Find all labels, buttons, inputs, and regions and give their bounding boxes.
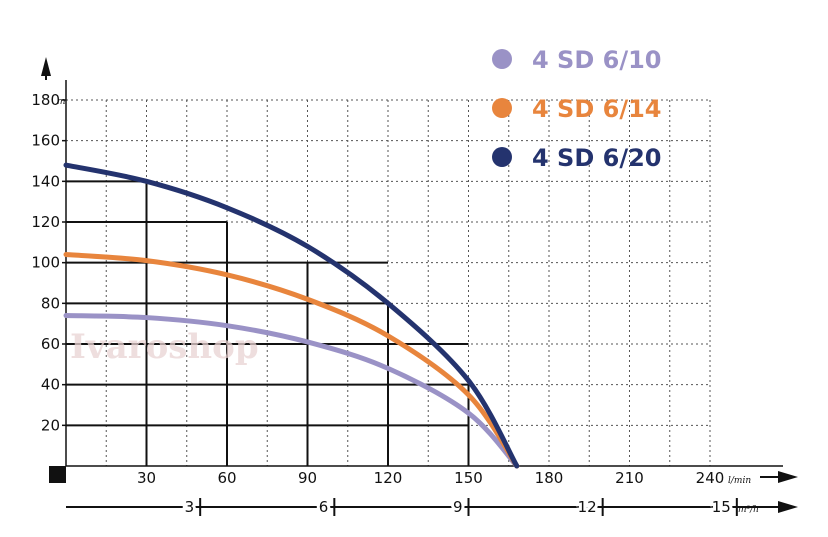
x2-unit-label: m³/h [738, 505, 759, 515]
y-axis-arrow [41, 57, 51, 76]
grid [66, 99, 711, 466]
x-unit-label: l/min [728, 476, 751, 486]
x-tick-label: 120 [374, 469, 403, 487]
x-tick-label: 30 [137, 469, 156, 487]
x-tick-label: 240 [696, 469, 725, 487]
y-unit-label: m [57, 97, 66, 107]
watermark: Ivaroshop [70, 327, 259, 367]
x-tick-label: 90 [298, 469, 317, 487]
y-tick-label: 180 [31, 91, 60, 109]
x2-tick-label: 9 [453, 498, 463, 516]
legend-label: 4 SD 6/10 [532, 46, 661, 74]
x2-tick-label: 12 [578, 498, 597, 516]
legend: 4 SD 6/10 4 SD 6/14 4 SD 6/20 [492, 46, 661, 172]
x2-tick-label: 6 [319, 498, 329, 516]
x-axis-arrow [778, 471, 798, 483]
x2-axis-arrow [778, 501, 798, 513]
y-tick-label: 120 [31, 213, 60, 231]
legend-label: 4 SD 6/14 [532, 95, 661, 123]
y-tick-label: 140 [31, 172, 60, 190]
y-tick-label: 100 [31, 254, 60, 272]
x2-tick-label: 15 [712, 498, 731, 516]
x-tick-label: 60 [217, 469, 236, 487]
y-tick-label: 40 [41, 376, 60, 394]
origin-marker [49, 466, 66, 483]
y-tick-label: 20 [41, 416, 60, 434]
series-lines [63, 162, 520, 469]
legend-label: 4 SD 6/20 [532, 144, 661, 172]
legend-marker [492, 49, 512, 69]
y-tick-label: 60 [41, 335, 60, 353]
legend-marker [492, 147, 512, 167]
x-tick-label: 180 [535, 469, 564, 487]
x-tick-label: 150 [454, 469, 483, 487]
x-tick-label: 210 [615, 469, 644, 487]
axes [41, 57, 798, 513]
y-tick-label: 160 [31, 132, 60, 150]
y-tick-label: 80 [41, 294, 60, 312]
legend-marker [492, 98, 512, 118]
x2-tick-label: 3 [185, 498, 195, 516]
